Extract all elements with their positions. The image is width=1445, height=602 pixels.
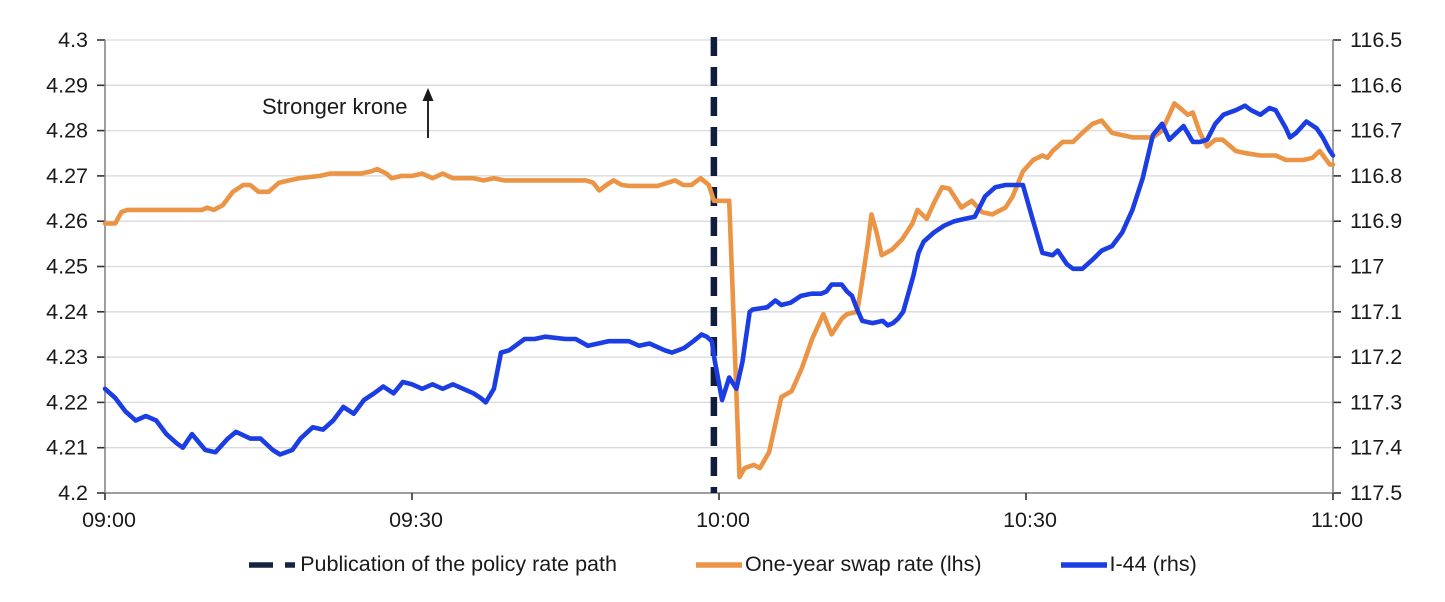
y-axis-label-right: 117.3 [1350,390,1402,414]
y-axis-label-left: 4.26 [46,209,88,233]
legend-item-publication: Publication of the policy rate path [248,552,617,577]
legend: Publication of the policy rate path One-… [0,552,1445,577]
annotation-text: Stronger krone [262,94,408,119]
x-axis-label: 11:00 [1311,508,1363,532]
stronger-krone-annotation: Stronger krone [262,88,434,140]
y-axis-label-left: 4.28 [46,119,88,143]
series-line-swap-rate [102,101,1336,480]
y-axis-label-left: 4.21 [46,436,88,460]
y-axis-label-right: 116.5 [1350,28,1402,52]
y-axis-label-left: 4.22 [46,390,88,414]
series-line-i44 [102,103,1336,457]
dashed-line-icon [249,561,296,568]
blue-line-icon [1060,561,1107,568]
y-axis-label-right: 116.6 [1350,73,1402,97]
y-axis-label-left: 4.2 [58,481,88,505]
y-axis-label-right: 117 [1350,255,1384,279]
y-axis-label-left: 4.3 [58,28,88,52]
y-axis-label-right: 116.7 [1350,119,1402,143]
y-axis-label-left: 4.23 [46,345,88,369]
y-axis-label-left: 4.27 [46,164,88,188]
legend-item-i44: I-44 (rhs) [1060,552,1197,577]
x-axis-label: 09:30 [389,508,443,532]
x-axis-label: 10:30 [1003,508,1057,532]
y-axis-label-right: 116.9 [1350,209,1402,233]
x-axis-label: 10:00 [696,508,750,532]
y-axis-label-right: 117.1 [1350,300,1402,324]
legend-label-i44: I-44 (rhs) [1109,552,1197,576]
y-axis-label-right: 117.2 [1350,345,1402,369]
legend-item-swap-rate: One-year swap rate (lhs) [695,552,982,577]
up-arrow-icon [422,88,434,138]
y-axis-label-right: 117.5 [1350,481,1402,505]
y-axis-label-right: 117.4 [1350,436,1402,460]
orange-line-icon [695,561,742,568]
legend-label-swap-rate: One-year swap rate (lhs) [744,552,982,576]
x-axis-label: 09:00 [82,508,136,532]
y-axis-label-right: 116.8 [1350,164,1402,188]
y-axis-label-left: 4.24 [46,300,88,324]
legend-label-publication: Publication of the policy rate path [300,552,617,576]
y-axis-label-left: 4.29 [46,73,88,97]
y-axis-label-left: 4.25 [46,255,88,279]
